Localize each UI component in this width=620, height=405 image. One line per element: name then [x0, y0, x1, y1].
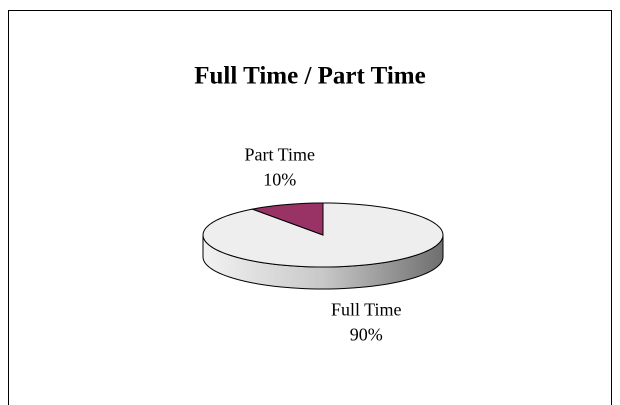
slice-label: Part Time: [244, 145, 315, 165]
slice-value-label: 90%: [350, 325, 383, 345]
slice-value-label: 10%: [263, 170, 296, 190]
slice: [250, 202, 324, 236]
chart-title: Full Time / Part Time: [194, 63, 425, 90]
slice-label: Full Time: [331, 300, 402, 320]
